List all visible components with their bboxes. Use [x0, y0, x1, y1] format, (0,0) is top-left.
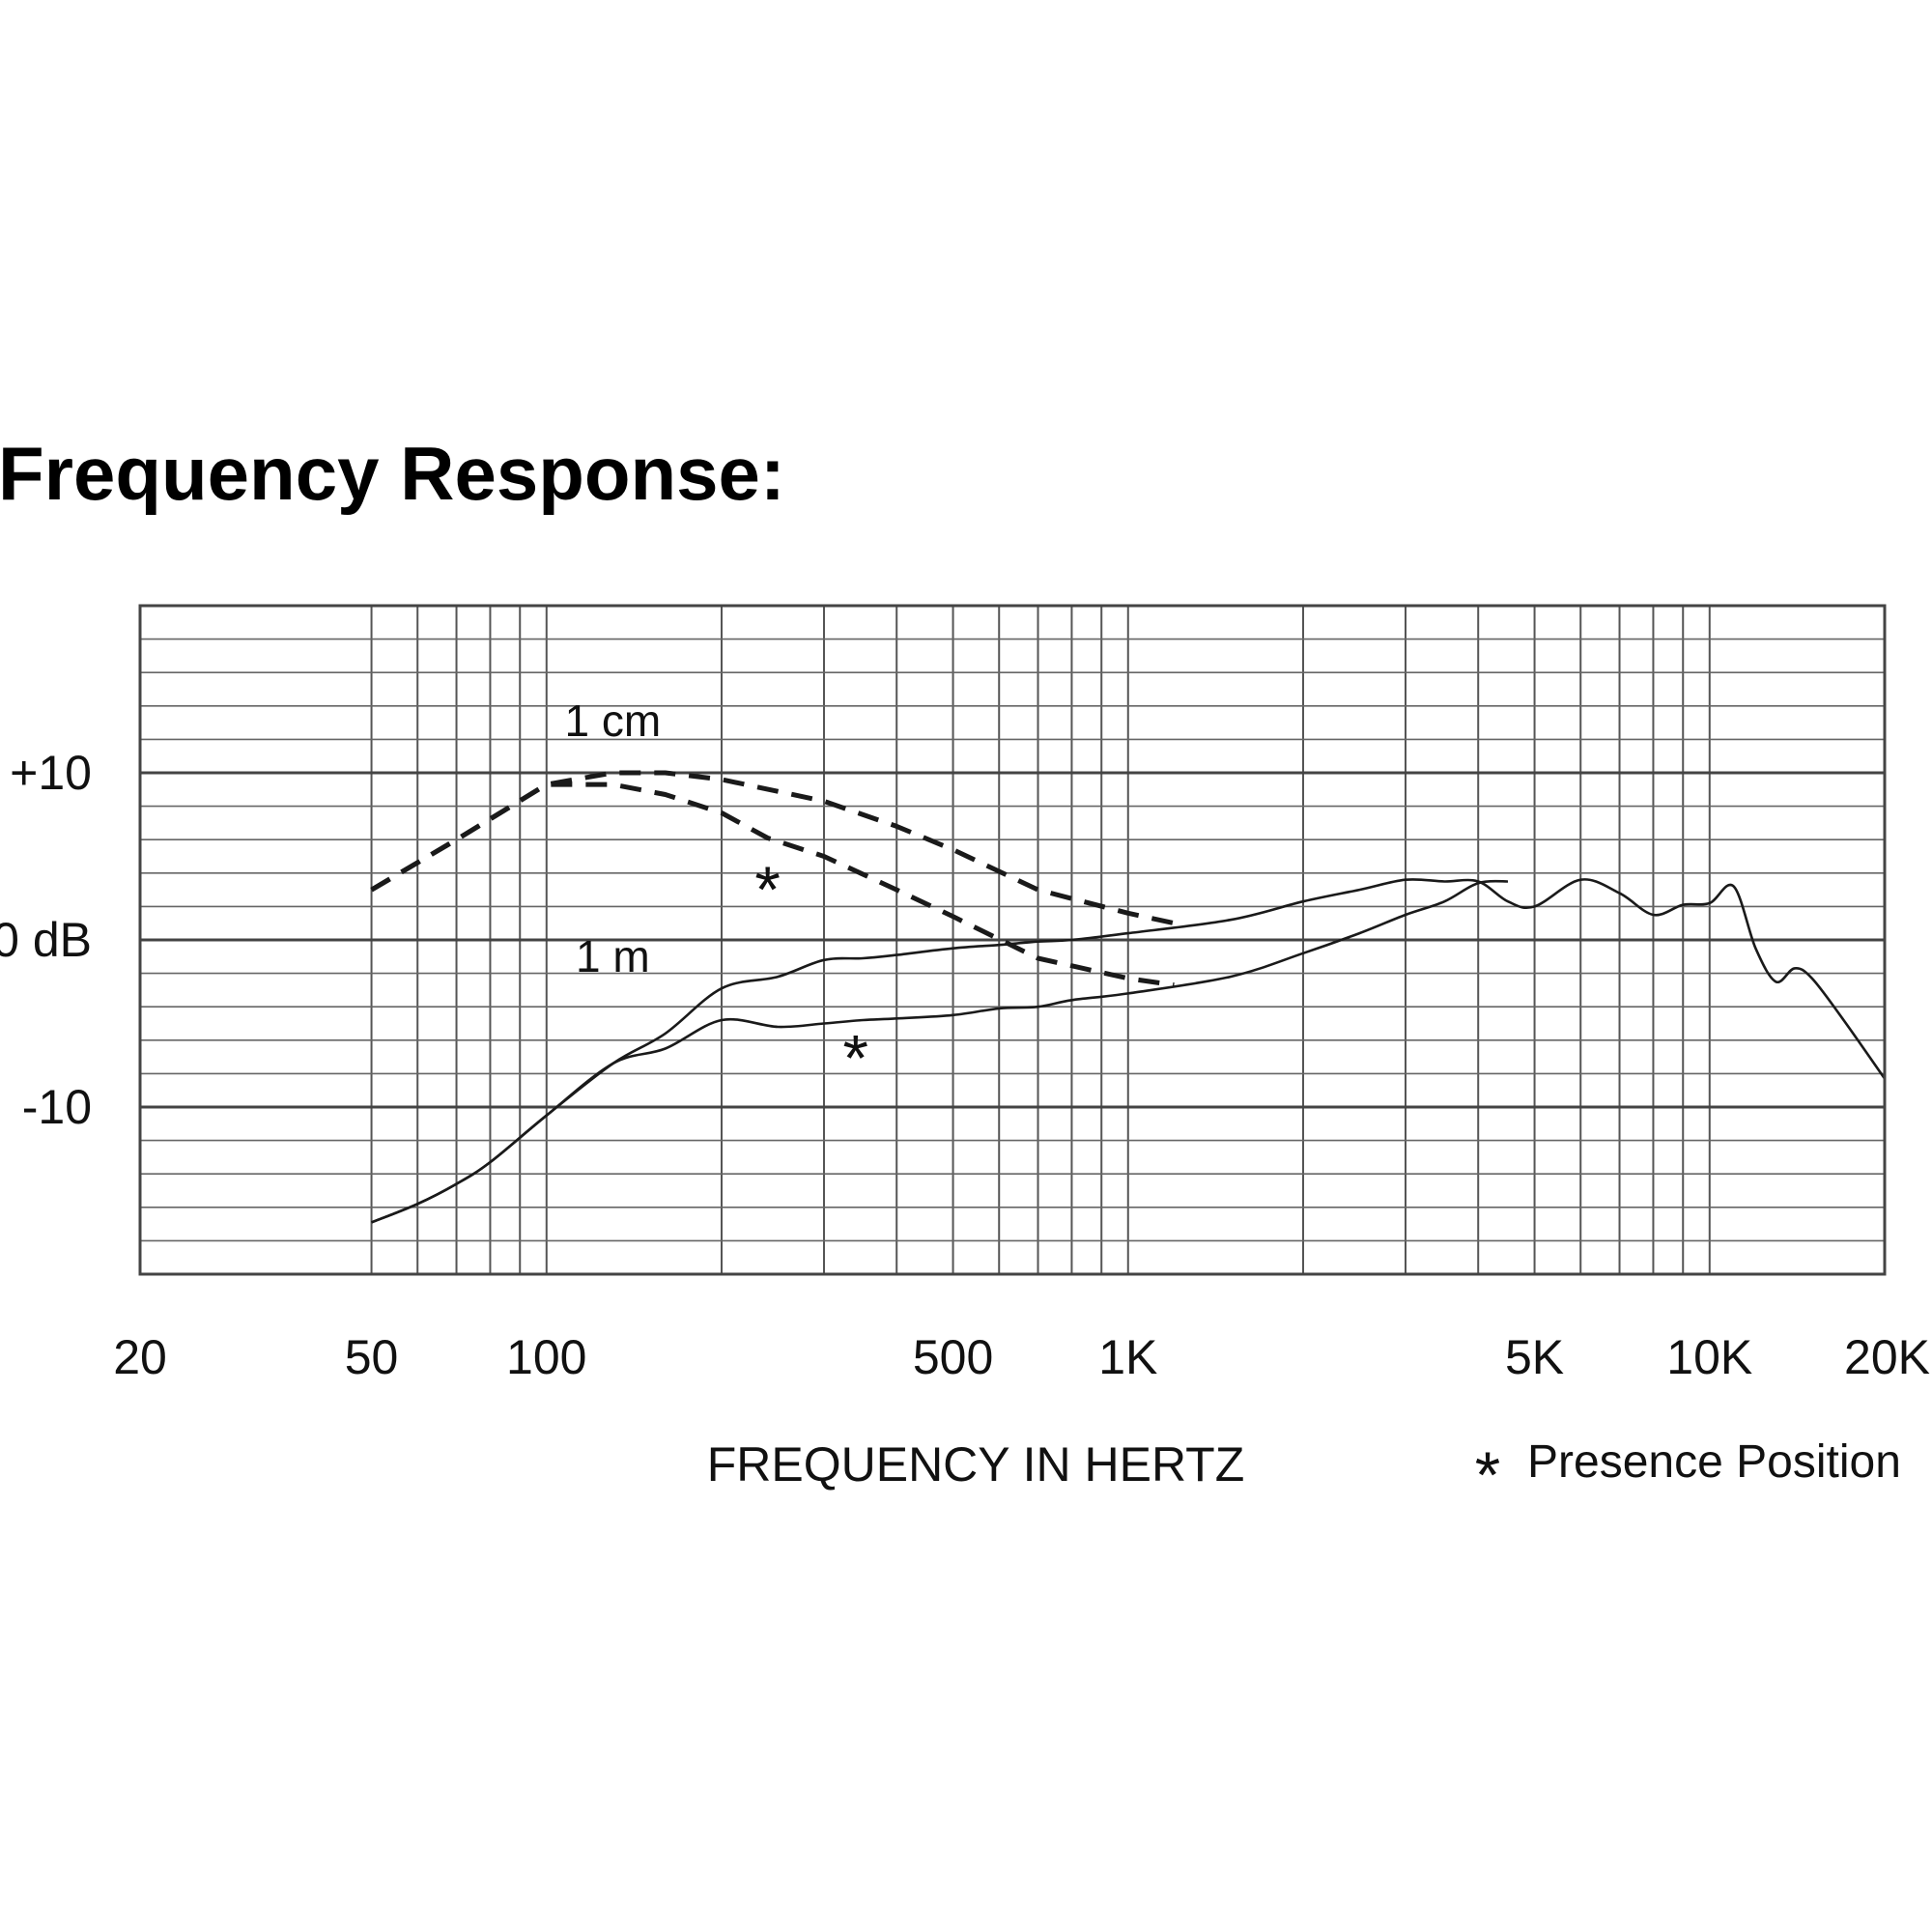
legend-label: Presence Position — [1527, 1436, 1901, 1488]
chart-title: Frequency Response: — [0, 431, 785, 516]
curve-label: 1 m — [576, 931, 650, 981]
x-tick-label: 20K — [1844, 1330, 1930, 1384]
y-tick-label: 0 dB — [0, 913, 92, 967]
grid — [140, 606, 1885, 1274]
y-axis-tick-labels: +10 0 dB -10 — [0, 746, 92, 1134]
x-tick-label: 5K — [1505, 1330, 1564, 1384]
x-tick-label: 20 — [113, 1330, 167, 1384]
plot-frame — [138, 604, 1887, 1276]
series-1m-line — [371, 878, 1887, 1224]
x-tick-label: 1K — [1098, 1330, 1157, 1384]
legend-symbol: * — [1475, 1438, 1500, 1512]
plot-lines — [370, 770, 1887, 1224]
x-tick-label: 500 — [913, 1330, 993, 1384]
curve-annotations: 1 cm 1 m * * — [565, 696, 868, 1095]
presence-marker: * — [754, 853, 780, 926]
x-axis-label: FREQUENCY IN HERTZ — [707, 1437, 1245, 1492]
y-tick-label: +10 — [10, 746, 92, 800]
presence-marker: * — [842, 1022, 867, 1095]
series-1cm-presence-line — [370, 781, 1175, 988]
x-tick-label: 10K — [1666, 1330, 1752, 1384]
x-tick-label: 50 — [345, 1330, 399, 1384]
x-axis-tick-labels: 20 50 100 500 1K 5K 10K 20K — [113, 1330, 1930, 1384]
legend: * Presence Position — [1475, 1436, 1901, 1512]
series-1m-presence-line — [371, 879, 1509, 1224]
curve-label: 1 cm — [565, 696, 662, 746]
x-tick-label: 100 — [506, 1330, 586, 1384]
y-tick-label: -10 — [22, 1080, 92, 1134]
